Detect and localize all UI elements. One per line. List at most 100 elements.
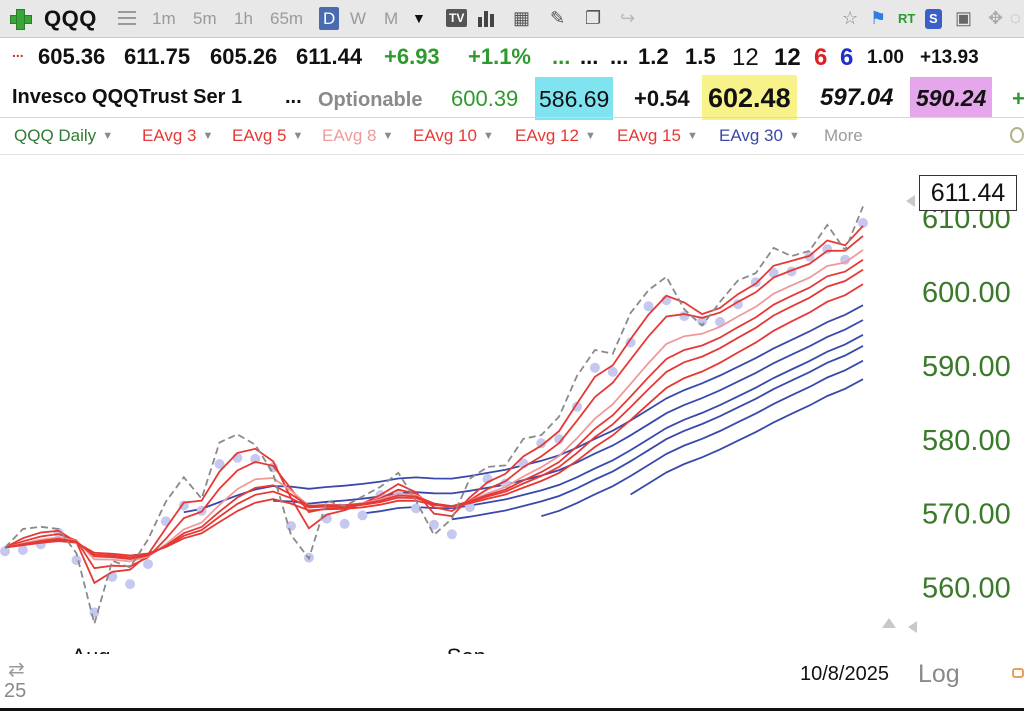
price-dot bbox=[17, 545, 28, 555]
chevron-down-icon[interactable]: ▼ bbox=[102, 130, 114, 142]
scroll-up-icon[interactable] bbox=[882, 618, 896, 628]
price-chart[interactable]: 560.00570.00580.00590.00600.00610.00AugS… bbox=[0, 154, 1024, 654]
ema-long-line bbox=[362, 334, 864, 515]
scroll-left-icon[interactable] bbox=[908, 621, 917, 633]
legend-qqq-daily[interactable]: QQQ Daily ▼ bbox=[14, 126, 113, 146]
legend-eavg-15[interactable]: EAvg 15 ▼ bbox=[617, 126, 698, 146]
close-price: 611.44 bbox=[296, 44, 363, 69]
chevron-down-icon[interactable]: ▼ bbox=[686, 130, 698, 142]
ema-long-line bbox=[541, 359, 864, 518]
field-value-2: 1.5 bbox=[685, 44, 716, 69]
field-value-7: 1.00 bbox=[867, 47, 904, 68]
price-dot bbox=[250, 453, 261, 464]
table-icon[interactable]: ▦ bbox=[513, 8, 531, 28]
chevron-down-icon[interactable]: ▼ bbox=[292, 130, 304, 142]
legend-eavg-3[interactable]: EAvg 3 ▼ bbox=[142, 126, 213, 146]
field-value-b: 586.69 bbox=[535, 77, 614, 120]
x-tick-label: Aug bbox=[71, 644, 110, 654]
price-dot bbox=[125, 579, 136, 590]
legend-label: EAvg 8 bbox=[322, 126, 377, 145]
price-dot bbox=[625, 337, 636, 348]
chevron-down-icon[interactable]: ▼ bbox=[584, 130, 596, 142]
legend-eavg-12[interactable]: EAvg 12 ▼ bbox=[515, 126, 596, 146]
high-price: 611.75 bbox=[124, 44, 191, 69]
chevron-down-icon[interactable]: ▼ bbox=[788, 130, 800, 142]
period-1h[interactable]: 1h bbox=[234, 9, 253, 28]
toolbar: QQQ 1m 5m 1h 65m D W M ▼ TV ▦ ✎ ❐ ↪ ☆ ⚑ … bbox=[0, 0, 1024, 38]
chevron-down-icon[interactable]: ▼ bbox=[202, 130, 214, 142]
price-dot bbox=[589, 362, 600, 373]
period-1m[interactable]: 1m bbox=[152, 9, 176, 28]
quote-row-prices: ... 605.36 611.75 605.26 611.44 +6.93 +1… bbox=[0, 38, 1024, 76]
y-tick-label: 560.00 bbox=[922, 573, 1011, 605]
period-daily[interactable]: D bbox=[319, 7, 340, 30]
field-value-c: +0.54 bbox=[634, 86, 690, 111]
field-value-e: 597.04 bbox=[820, 84, 894, 111]
chevron-down-icon[interactable]: ▼ bbox=[482, 130, 494, 142]
realtime-toggle[interactable]: RT bbox=[898, 11, 916, 26]
year-label: 25 bbox=[4, 680, 27, 702]
pan-arrows-icon[interactable]: ⇄ bbox=[8, 659, 25, 681]
log-scale-toggle[interactable]: Log bbox=[918, 660, 960, 688]
ema-15-line bbox=[4, 283, 864, 557]
settings-icon[interactable]: ◌ bbox=[1010, 8, 1021, 28]
share-icon[interactable]: ↪ bbox=[620, 8, 636, 28]
net-change: +6.93 bbox=[384, 44, 440, 69]
add-chart-icon[interactable] bbox=[8, 0, 32, 37]
pencil-icon[interactable]: ✎ bbox=[550, 8, 566, 28]
y-tick-label: 580.00 bbox=[922, 425, 1011, 457]
legend-label: EAvg 12 bbox=[515, 126, 579, 145]
quote-row-info: Invesco QQQTrust Ser 1 ... Optionable 60… bbox=[0, 75, 1024, 120]
y-tick-label: 600.00 bbox=[922, 277, 1011, 309]
symbol-input[interactable]: QQQ bbox=[44, 6, 97, 31]
field-value-6: 6 bbox=[840, 44, 854, 71]
field-ellipsis-1: ... bbox=[552, 44, 571, 69]
tv-icon[interactable]: TV bbox=[446, 9, 468, 27]
chevron-down-icon[interactable]: ▼ bbox=[382, 130, 394, 142]
bottom-border bbox=[0, 708, 1024, 711]
field-ellipsis-3: ... bbox=[610, 44, 629, 69]
corner-icon[interactable] bbox=[1012, 668, 1024, 678]
price-dot bbox=[554, 434, 565, 445]
period-65m[interactable]: 65m bbox=[270, 9, 304, 28]
legend-eavg-10[interactable]: EAvg 10 ▼ bbox=[413, 126, 494, 146]
price-dot bbox=[643, 301, 654, 312]
price-dot bbox=[160, 516, 171, 527]
period-5m[interactable]: 5m bbox=[193, 9, 217, 28]
optionable-label: Optionable bbox=[318, 89, 423, 111]
price-dot bbox=[0, 546, 10, 557]
pct-change: +1.1% bbox=[468, 44, 531, 69]
star-icon[interactable]: ☆ bbox=[842, 8, 859, 28]
layers-icon[interactable]: ❐ bbox=[585, 8, 602, 28]
flag-icon[interactable]: ⚑ bbox=[870, 8, 887, 28]
ema-12-line bbox=[4, 268, 864, 559]
ema-5-line bbox=[4, 235, 864, 570]
period-weekly[interactable]: W bbox=[350, 9, 367, 28]
open-price: 605.36 bbox=[38, 44, 106, 69]
field-value-d: 602.48 bbox=[702, 75, 797, 120]
y-tick-label: 570.00 bbox=[922, 499, 1011, 531]
legend-eavg-30[interactable]: EAvg 30 ▼ bbox=[719, 126, 800, 146]
security-name: Invesco QQQTrust Ser 1 bbox=[12, 86, 243, 108]
bar-chart-icon[interactable] bbox=[478, 11, 498, 27]
move-icon[interactable]: ✥ bbox=[988, 8, 1004, 28]
legend-label: EAvg 5 bbox=[232, 126, 287, 145]
field-value-3: 12 bbox=[732, 44, 759, 71]
chevron-down-icon[interactable]: ▼ bbox=[412, 10, 426, 26]
name-ellipsis: ... bbox=[285, 86, 302, 108]
price-dot bbox=[732, 299, 743, 310]
legend-eavg-5[interactable]: EAvg 5 ▼ bbox=[232, 126, 303, 146]
field-ellipsis-2: ... bbox=[580, 44, 599, 69]
legend-label: EAvg 3 bbox=[142, 126, 197, 145]
alert-dots[interactable]: ... bbox=[12, 44, 24, 60]
price-dot bbox=[572, 401, 582, 412]
save-icon[interactable]: ▣ bbox=[955, 8, 973, 28]
list-icon[interactable] bbox=[118, 0, 136, 37]
legend-eavg-8[interactable]: EAvg 8 ▼ bbox=[322, 126, 393, 146]
field-value-1: 1.2 bbox=[638, 44, 669, 69]
gear-icon[interactable] bbox=[1010, 127, 1024, 143]
ema-long-line bbox=[630, 378, 864, 496]
legend-more-button[interactable]: More bbox=[824, 126, 863, 145]
period-monthly[interactable]: M bbox=[384, 9, 399, 28]
s-icon[interactable]: S bbox=[925, 9, 942, 29]
